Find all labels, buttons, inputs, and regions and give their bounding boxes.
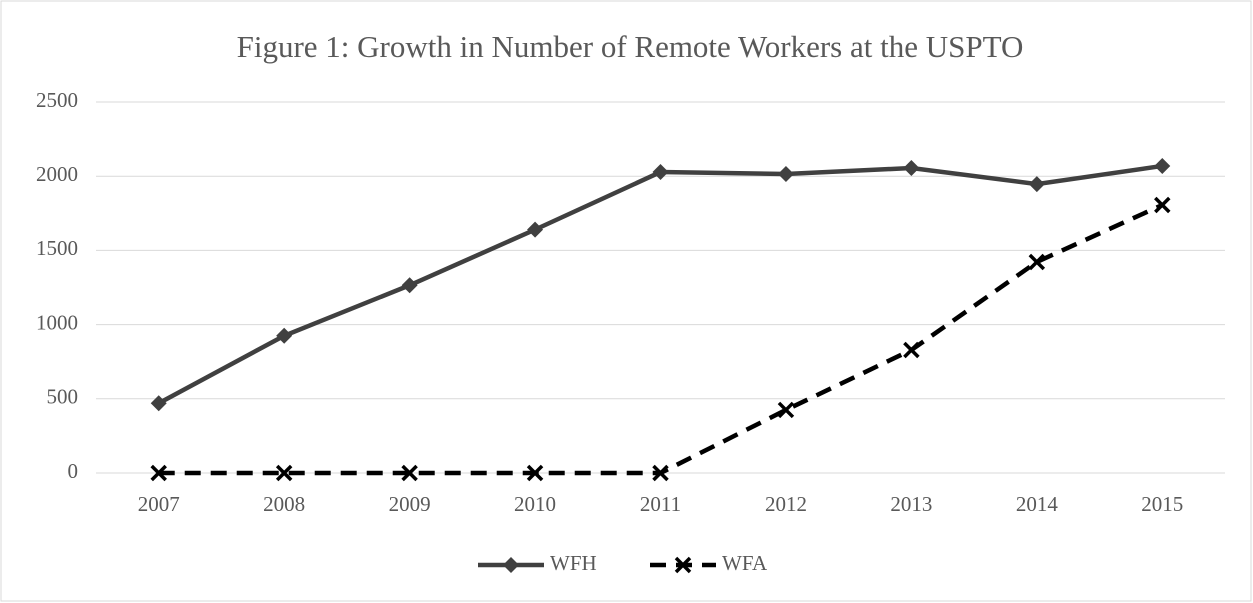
y-tick-label: 2500 <box>36 88 78 112</box>
marker <box>777 401 795 419</box>
marker <box>275 464 293 482</box>
chart-title: Figure 1: Growth in Number of Remote Wor… <box>237 29 1024 64</box>
x-tick-label: 2012 <box>765 492 807 516</box>
y-tick-label: 1500 <box>36 236 78 260</box>
y-tick-label: 500 <box>47 385 79 409</box>
x-tick-label: 2013 <box>890 492 932 516</box>
legend-marker <box>503 557 519 573</box>
marker <box>903 341 920 359</box>
x-tick-label: 2010 <box>514 492 556 516</box>
y-tick-label: 1000 <box>36 310 78 334</box>
marker <box>527 221 544 238</box>
legend-label: WFH <box>550 551 597 575</box>
y-tick-label: 2000 <box>36 162 78 186</box>
x-tick-label: 2011 <box>640 492 681 516</box>
x-tick-label: 2008 <box>263 492 305 516</box>
marker <box>903 160 920 177</box>
marker <box>401 277 418 294</box>
marker <box>652 464 669 482</box>
marker <box>1154 157 1171 174</box>
marker <box>526 464 544 482</box>
y-tick-label: 0 <box>68 459 79 483</box>
marker <box>1028 253 1046 271</box>
legend-marker <box>674 556 692 574</box>
marker <box>1154 196 1171 214</box>
marker <box>150 464 167 482</box>
marker <box>276 327 293 344</box>
marker <box>777 165 794 182</box>
marker <box>652 164 669 181</box>
x-tick-label: 2007 <box>138 492 180 516</box>
marker <box>150 395 167 412</box>
x-tick-label: 2015 <box>1141 492 1183 516</box>
legend-label: WFA <box>722 551 768 575</box>
x-tick-label: 2009 <box>389 492 431 516</box>
marker <box>1028 176 1045 193</box>
x-tick-label: 2014 <box>1016 492 1059 516</box>
marker <box>401 464 418 482</box>
